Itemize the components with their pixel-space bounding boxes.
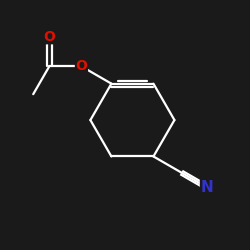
Text: N: N [200,180,213,195]
Text: O: O [76,59,87,73]
Text: O: O [43,30,55,44]
